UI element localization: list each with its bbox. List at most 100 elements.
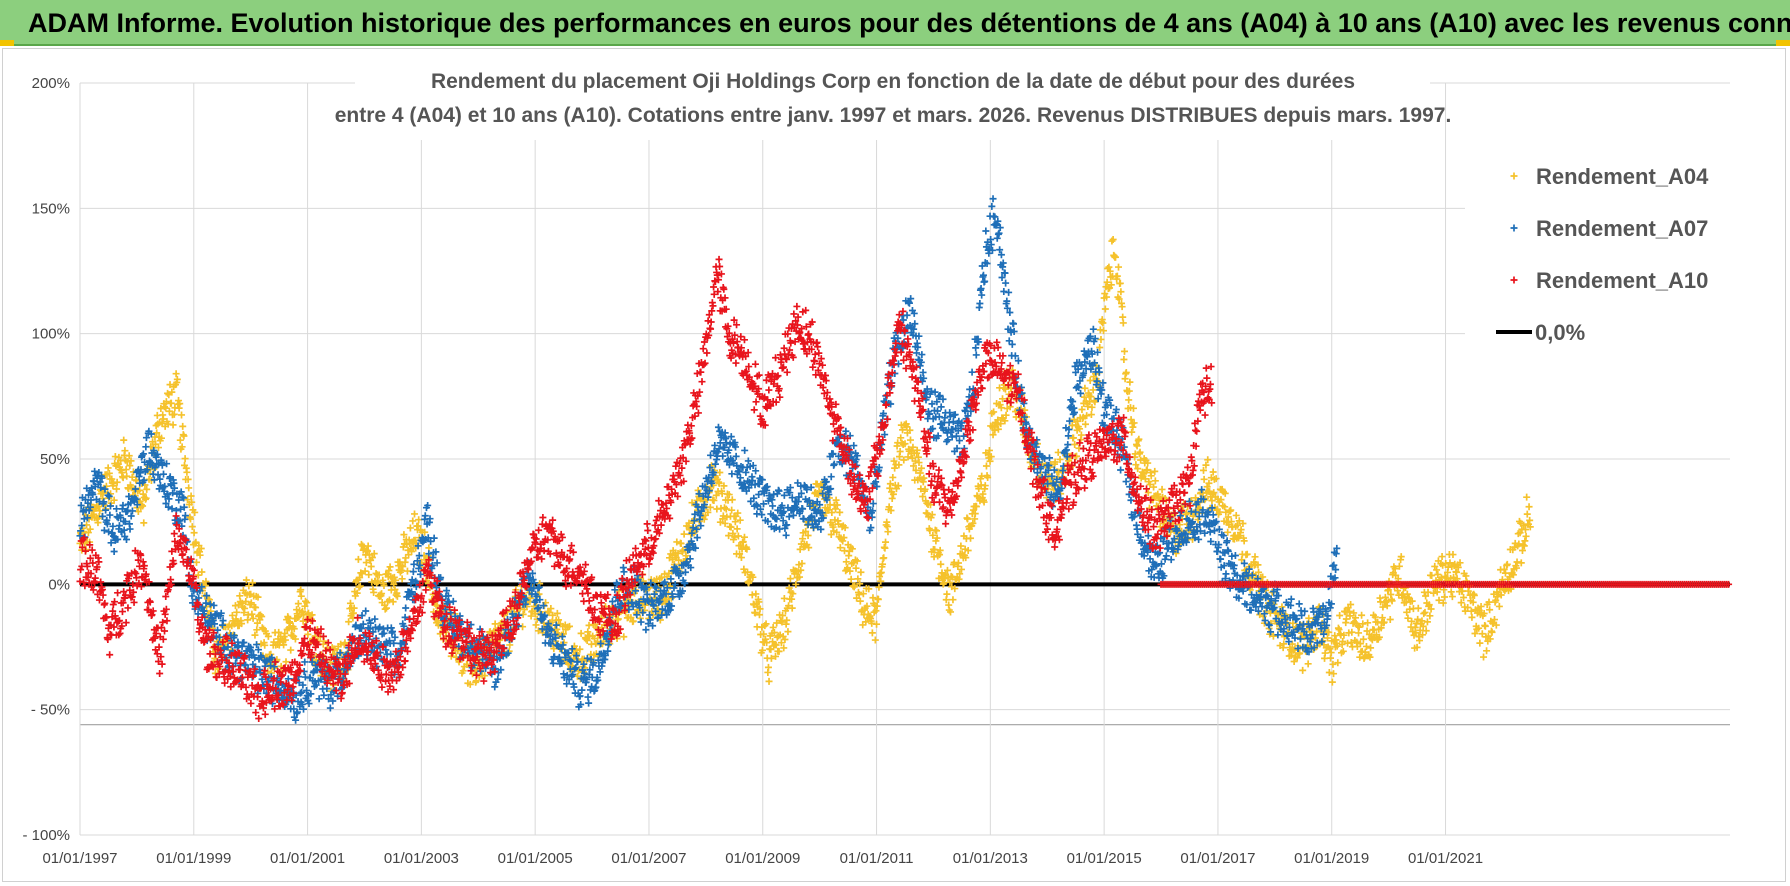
data-point [297, 586, 305, 594]
data-point [1210, 527, 1218, 535]
data-point [904, 453, 912, 461]
data-point [1081, 384, 1089, 392]
data-point [371, 615, 379, 623]
data-point [194, 571, 202, 579]
data-point [967, 534, 975, 542]
data-point [896, 447, 904, 455]
data-point [169, 421, 177, 429]
data-point [946, 578, 954, 586]
data-point [1495, 602, 1503, 610]
data-point [345, 618, 353, 626]
data-point [853, 594, 861, 602]
data-point [721, 519, 729, 527]
data-point [1231, 551, 1239, 559]
data-point [725, 532, 733, 540]
data-point [275, 628, 283, 636]
data-point [688, 499, 696, 507]
data-point [178, 411, 186, 419]
data-point [390, 580, 398, 588]
data-point [704, 508, 712, 516]
data-point [1126, 378, 1134, 386]
data-point [139, 490, 147, 498]
data-point [532, 621, 540, 629]
data-point [1121, 347, 1128, 355]
data-point [783, 616, 791, 624]
data-point [119, 474, 127, 482]
data-point [743, 545, 751, 553]
points-layer [76, 195, 1733, 724]
data-point [1426, 612, 1434, 620]
data-point [163, 460, 171, 468]
data-point [758, 646, 766, 654]
data-point [977, 285, 985, 293]
data-point [584, 693, 592, 701]
data-point [385, 596, 393, 604]
data-point [964, 515, 972, 523]
data-point [281, 629, 289, 637]
data-point [421, 528, 429, 536]
data-point [1513, 558, 1521, 566]
data-point [414, 522, 422, 530]
data-point [261, 641, 269, 649]
data-point [734, 532, 742, 540]
data-point [104, 464, 112, 472]
data-point [381, 605, 389, 613]
data-point [1087, 411, 1095, 419]
data-point [1330, 670, 1338, 678]
data-point [673, 538, 681, 546]
data-point [368, 553, 376, 561]
data-point [833, 528, 841, 536]
data-point [176, 436, 184, 444]
data-point [113, 485, 121, 493]
data-point [900, 456, 908, 464]
data-point [181, 455, 189, 463]
data-point [249, 579, 257, 587]
data-point [172, 370, 180, 378]
data-point [982, 227, 990, 235]
data-point [176, 400, 184, 408]
data-point [258, 612, 266, 620]
data-point [350, 604, 358, 612]
data-point [1224, 547, 1232, 555]
data-point [881, 544, 889, 552]
data-point [785, 602, 793, 610]
data-point [846, 567, 854, 575]
data-point [286, 619, 294, 627]
data-point [153, 429, 161, 437]
data-point [142, 494, 150, 502]
data-point [1358, 611, 1366, 619]
data-point [772, 652, 780, 660]
data-point [284, 614, 292, 622]
data-point [290, 625, 298, 633]
data-point [184, 475, 192, 483]
data-point [281, 636, 289, 644]
data-point [694, 486, 702, 494]
data-point [748, 591, 756, 599]
data-point [712, 491, 720, 499]
data-point [731, 533, 739, 541]
data-point [714, 423, 722, 431]
data-point [728, 506, 736, 514]
data-point [1501, 569, 1509, 577]
data-point [706, 503, 714, 511]
data-point [715, 479, 723, 487]
data-point [773, 619, 781, 627]
data-point [933, 534, 941, 542]
data-point [839, 537, 847, 545]
data-point [796, 545, 804, 553]
data-point [179, 550, 187, 558]
data-point [1167, 556, 1175, 564]
data-point [77, 566, 85, 574]
data-point [620, 633, 628, 641]
data-point [693, 496, 701, 504]
data-point [693, 534, 701, 542]
data-point [915, 459, 923, 467]
data-point [121, 447, 129, 455]
data-point [1480, 653, 1488, 661]
data-point [127, 512, 135, 520]
data-point [901, 440, 909, 448]
data-point [1133, 442, 1141, 450]
data-point [854, 575, 862, 583]
data-point [362, 559, 370, 567]
